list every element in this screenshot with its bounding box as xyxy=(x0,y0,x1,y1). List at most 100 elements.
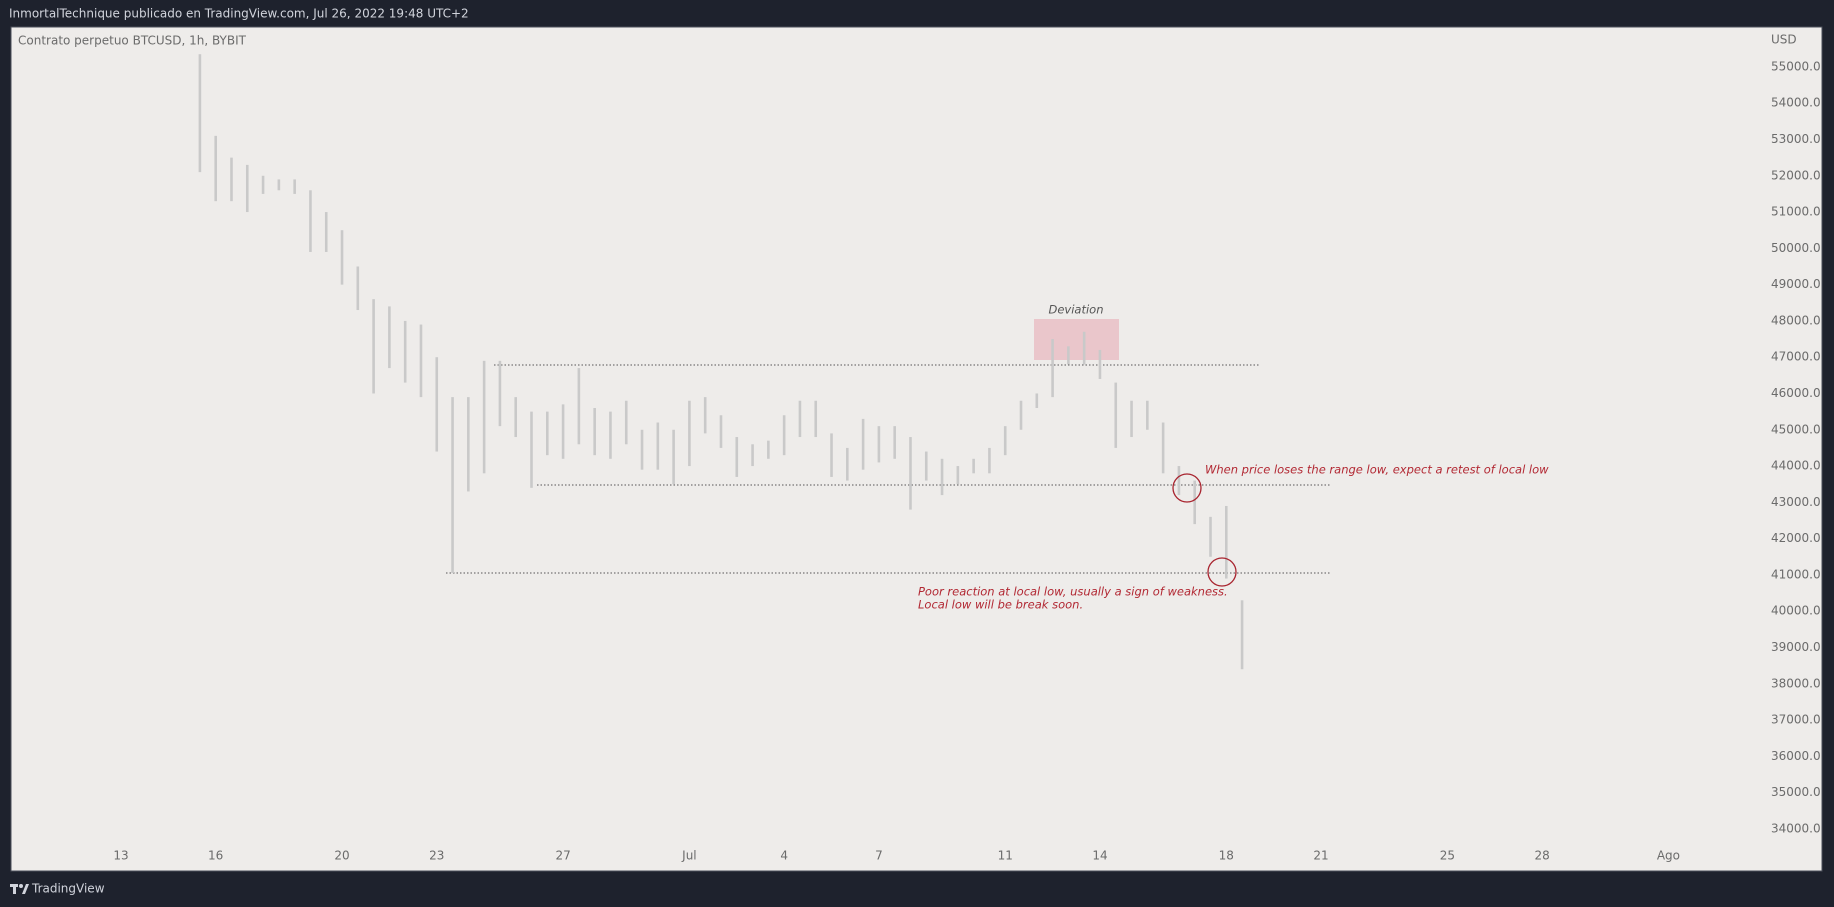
y-tick-label: 53000.0 xyxy=(1771,132,1821,146)
y-tick-label: 39000.0 xyxy=(1771,640,1821,654)
price-bar xyxy=(198,54,202,173)
price-bar xyxy=(435,357,439,452)
price-bar xyxy=(419,324,423,398)
x-tick-label: Jul xyxy=(681,849,696,863)
y-tick-label: 35000.0 xyxy=(1771,785,1821,799)
y-tick-label: 43000.0 xyxy=(1771,495,1821,509)
price-bar xyxy=(972,458,975,474)
annotation: When price loses the range low, expect a… xyxy=(1205,463,1549,477)
price-bar xyxy=(340,230,344,285)
price-bar xyxy=(324,212,328,252)
price-bar xyxy=(719,415,723,448)
price-bar xyxy=(767,440,770,459)
symbol-title: Contrato perpetuo BTCUSD, 1h, BYBIT xyxy=(18,34,247,48)
price-bar xyxy=(309,190,312,252)
chart-panel xyxy=(10,26,1823,872)
price-bar xyxy=(1177,466,1181,496)
y-tick-label: 42000.0 xyxy=(1771,531,1821,545)
x-tick-label: 13 xyxy=(113,849,128,863)
x-tick-label: 14 xyxy=(1092,849,1107,863)
price-bar xyxy=(1193,480,1197,525)
price-bar xyxy=(451,397,454,574)
y-tick-label: 44000.0 xyxy=(1771,459,1821,473)
y-tick-label: 46000.0 xyxy=(1771,386,1821,400)
price-bar xyxy=(688,400,691,467)
price-bar xyxy=(261,175,265,194)
y-tick-label: 34000.0 xyxy=(1771,821,1821,835)
price-bar xyxy=(561,404,565,459)
price-bar xyxy=(577,368,581,445)
price-bar xyxy=(846,447,849,481)
price-bar xyxy=(956,466,960,485)
y-tick-label: 51000.0 xyxy=(1771,205,1821,219)
price-bar xyxy=(830,433,833,477)
price-bar xyxy=(624,400,628,445)
price-bar xyxy=(1240,600,1244,670)
price-bar xyxy=(1161,422,1165,474)
price-bar xyxy=(1098,349,1102,379)
price-bar xyxy=(814,400,818,438)
price-bar xyxy=(498,360,502,427)
price-bar xyxy=(782,415,786,456)
price-bar xyxy=(1114,382,1118,448)
price-bar xyxy=(609,411,612,459)
price-bar xyxy=(530,411,533,488)
price-bar xyxy=(388,306,391,369)
drawings xyxy=(446,364,1331,574)
x-tick-label: 28 xyxy=(1534,849,1549,863)
x-tick-label: 4 xyxy=(780,849,788,863)
price-bar xyxy=(514,397,518,438)
price-bar xyxy=(940,458,944,496)
x-tick-label: 21 xyxy=(1313,849,1328,863)
x-tick-label: 27 xyxy=(555,849,570,863)
price-bar xyxy=(861,418,865,470)
price-bar xyxy=(230,157,233,202)
y-tick-label: 50000.0 xyxy=(1771,241,1821,255)
y-tick-label: 41000.0 xyxy=(1771,567,1821,581)
price-bar xyxy=(672,429,675,485)
price-bar xyxy=(245,164,249,213)
y-tick-label: 52000.0 xyxy=(1771,168,1821,182)
price-bar xyxy=(1082,331,1086,365)
publish-info: InmortalTechnique publicado en TradingVi… xyxy=(9,7,469,21)
price-bar xyxy=(640,429,644,470)
annotation: Deviation xyxy=(1048,303,1103,317)
price-bar xyxy=(703,397,707,434)
footer-brand: TradingView xyxy=(31,882,105,896)
x-tick-label: 25 xyxy=(1440,849,1455,863)
price-bar xyxy=(893,426,896,459)
y-tick-label: 40000.0 xyxy=(1771,604,1821,618)
price-bar xyxy=(1051,339,1054,398)
price-bar xyxy=(798,400,802,438)
price-bar xyxy=(482,360,486,474)
price-bar xyxy=(877,426,881,463)
y-tick-label: 37000.0 xyxy=(1771,713,1821,727)
price-bars xyxy=(198,54,1244,670)
x-tick-label: 16 xyxy=(208,849,223,863)
x-tick-label: 23 xyxy=(429,849,444,863)
price-bar xyxy=(467,397,470,492)
price-bar xyxy=(751,444,754,467)
price-bar xyxy=(656,422,660,470)
price-bar xyxy=(1130,400,1133,438)
x-tick-label: 20 xyxy=(334,849,349,863)
annotation: Poor reaction at local low, usually a si… xyxy=(918,585,1228,599)
price-bar xyxy=(1209,516,1212,557)
price-bar xyxy=(1035,393,1039,408)
y-unit: USD xyxy=(1771,33,1797,47)
x-tick-label: 7 xyxy=(875,849,883,863)
y-tick-label: 55000.0 xyxy=(1771,59,1821,73)
price-bar xyxy=(1067,346,1070,365)
price-bar xyxy=(372,299,375,394)
footer-logo xyxy=(10,884,29,894)
price-bar xyxy=(1224,505,1228,579)
y-tick-label: 54000.0 xyxy=(1771,96,1821,110)
break-circle xyxy=(1207,557,1237,587)
x-tick-label: Ago xyxy=(1657,849,1680,863)
price-bar xyxy=(735,437,739,477)
y-tick-label: 45000.0 xyxy=(1771,422,1821,436)
price-bar xyxy=(988,447,991,474)
price-bar xyxy=(403,320,407,383)
price-bar xyxy=(924,451,928,481)
